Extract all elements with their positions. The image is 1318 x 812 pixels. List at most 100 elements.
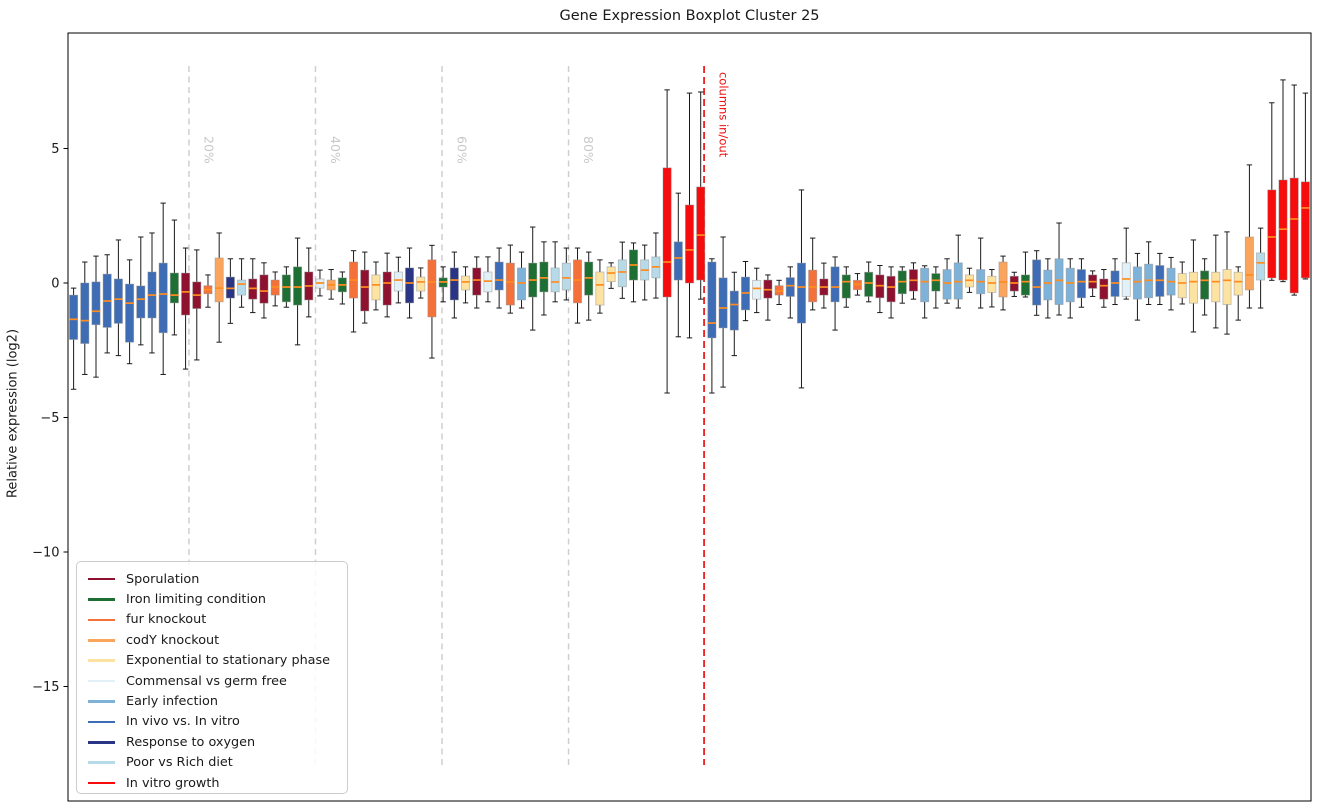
y-tick-label: −15 (32, 680, 59, 695)
legend-label: Iron limiting condition (126, 592, 266, 608)
legend-label: fur knockout (126, 612, 207, 628)
box-57 (696, 186, 706, 281)
box-44 (550, 267, 560, 293)
legend-item-fur-knockout: fur knockout (88, 610, 347, 630)
legend-label: Early infection (126, 694, 218, 710)
percent-label-60: 60% (455, 136, 470, 164)
box-29 (382, 271, 392, 306)
box-37 (472, 267, 482, 296)
box-3 (91, 281, 101, 326)
legend-swatch (88, 598, 115, 601)
box-101 (1188, 271, 1198, 304)
box-48 (595, 271, 605, 306)
legend-item-exponential-to-stationary-phase: Exponential to stationary phase (88, 651, 347, 671)
box-108 (1267, 189, 1277, 279)
box-67 (808, 269, 818, 303)
legend-label: In vitro growth (126, 775, 220, 791)
chart-title: Gene Expression Boxplot Cluster 25 (559, 8, 820, 24)
box-77 (920, 267, 930, 303)
box-110 (1289, 177, 1299, 294)
legend-swatch (88, 741, 115, 744)
legend-label: Poor vs Rich diet (126, 755, 233, 771)
box-74 (886, 275, 896, 303)
box-111 (1300, 181, 1310, 279)
box-6 (125, 283, 135, 343)
box-9 (158, 262, 168, 334)
box-32 (416, 276, 426, 292)
box-43 (539, 261, 549, 293)
box-89 (1054, 258, 1064, 305)
box-41 (517, 267, 527, 301)
box-56 (685, 204, 695, 284)
box-20 (281, 274, 291, 303)
box-5 (113, 278, 123, 324)
box-86 (1020, 274, 1030, 296)
box-39 (494, 261, 504, 291)
box-46 (573, 259, 583, 304)
box-69 (830, 266, 840, 303)
box-70 (841, 274, 851, 299)
y-tick-label: 0 (51, 277, 59, 292)
box-60 (729, 290, 739, 331)
box-105 (1233, 271, 1243, 296)
box-10 (169, 272, 179, 304)
legend-item-response-to-oxygen: Response to oxygen (88, 732, 347, 752)
legend-label: Sporulation (126, 571, 200, 587)
legend-item-in-vitro-growth: In vitro growth (88, 773, 347, 793)
y-tick-label: −5 (40, 411, 59, 426)
box-83 (987, 275, 997, 293)
box-87 (1032, 259, 1042, 306)
box-62 (752, 279, 762, 300)
legend-swatch (88, 618, 115, 622)
box-36 (461, 275, 471, 291)
box-21 (293, 266, 303, 306)
box-2 (80, 282, 90, 344)
legend-swatch (88, 720, 115, 724)
legend-item-in-vivo-vs-in-vitro: In vivo vs. In vitro (88, 712, 347, 732)
box-107 (1256, 252, 1266, 281)
box-16 (237, 279, 247, 296)
box-66 (796, 262, 806, 324)
box-18 (259, 274, 269, 304)
legend: Sporulation Iron limiting condition fur kn… (76, 561, 348, 794)
box-28 (371, 274, 381, 301)
percent-label-20: 20% (201, 136, 216, 164)
percent-label-80: 80% (581, 136, 596, 164)
legend-swatch (88, 781, 115, 785)
legend-swatch (88, 577, 115, 581)
box-78 (931, 273, 941, 292)
legend-label: Response to oxygen (126, 734, 256, 750)
legend-swatch (88, 679, 115, 683)
box-31 (405, 267, 415, 304)
y-tick-label: 5 (51, 142, 59, 157)
columns-inout-label: columns in/out (717, 72, 731, 158)
legend-item-iron-limiting-condition: Iron limiting condition (88, 589, 347, 609)
box-49 (606, 266, 616, 283)
box-106 (1244, 236, 1254, 291)
percent-label-40: 40% (328, 136, 343, 164)
box-11 (181, 272, 191, 316)
box-14 (214, 257, 224, 303)
box-40 (505, 262, 515, 306)
y-tick-label: −10 (32, 546, 59, 561)
box-35 (449, 267, 459, 301)
box-65 (785, 277, 795, 297)
box-90 (1065, 267, 1075, 303)
box-27 (360, 269, 370, 312)
box-84 (998, 261, 1008, 298)
box-7 (136, 285, 146, 319)
legend-label: Commensal vs germ free (126, 673, 287, 689)
box-79 (942, 269, 952, 300)
box-30 (393, 271, 403, 292)
box-58 (707, 261, 717, 339)
legend-label: Exponential to stationary phase (126, 653, 331, 669)
box-100 (1177, 273, 1187, 299)
box-50 (617, 259, 627, 288)
box-54 (662, 167, 672, 298)
box-1 (69, 294, 79, 340)
box-104 (1222, 269, 1232, 305)
legend-label: In vivo vs. In vitro (126, 714, 240, 730)
legend-swatch (88, 659, 115, 663)
legend-item-commensal-vs-germ-free: Commensal vs germ free (88, 671, 347, 691)
